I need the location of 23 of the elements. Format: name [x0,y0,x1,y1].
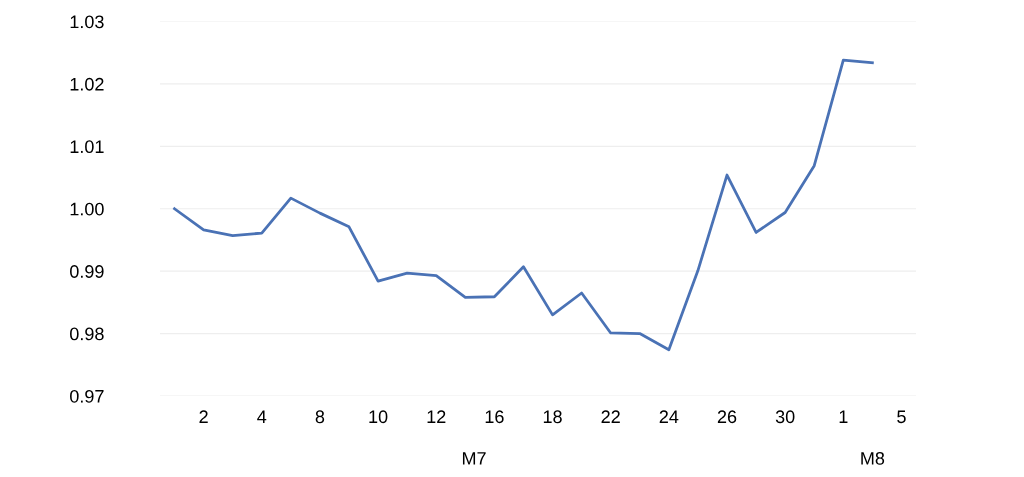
y-tick-label: 1.02 [70,77,104,91]
y-tick-label: 1.00 [70,202,104,216]
x-tick-label: 2 [199,410,208,423]
text: M8 [861,451,885,465]
x-tick-label: 8 [315,410,325,424]
text: M7 [462,452,486,465]
x-tick-label: 26 [717,410,737,424]
x-tick-label: 10 [369,410,388,424]
x-tick-label: 24 [659,410,679,423]
x-tick-label: 18 [543,410,562,424]
x-tick-label: 4 [257,410,267,423]
y-tick-label: 0.99 [70,265,104,278]
y-tick-label: 0.98 [70,327,104,341]
x-tick-label: 16 [485,410,504,424]
x-tick-label: 5 [897,410,906,424]
y-tick-label: 1.01 [70,140,104,154]
x-tick-label: 22 [601,410,620,423]
x-tick-label: 1 [839,410,848,423]
y-tick-label: 0.97 [70,389,104,403]
x-tick-label: 12 [427,410,446,423]
x-tick-label: 30 [775,410,795,424]
line-series [173,58,874,352]
y-tick-label: 1.03 [70,15,104,29]
